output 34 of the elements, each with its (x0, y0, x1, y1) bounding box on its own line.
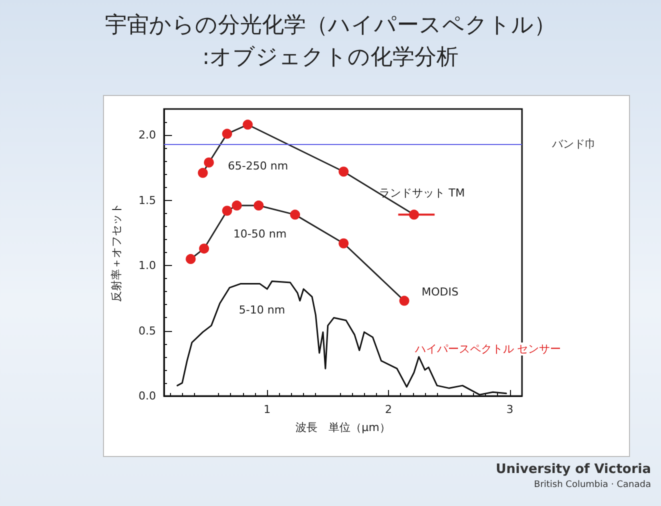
chart-subtitle: :オブジェクトの化学分析 (201, 44, 460, 72)
point (186, 254, 196, 264)
point (409, 210, 419, 220)
text: British Columbia · Canada (534, 480, 651, 490)
point (198, 168, 208, 178)
annotation: 10-50 nm (233, 228, 287, 240)
y-tick-label: 1.0 (138, 259, 156, 272)
ref-line-label: バンド巾 (551, 138, 596, 151)
annotation: 65-250 nm (228, 160, 288, 172)
y-tick-label: 0.5 (138, 324, 156, 338)
point (254, 200, 264, 211)
y-tick-label: 2.0 (138, 128, 156, 142)
point (338, 166, 349, 177)
point (242, 120, 253, 130)
annotation: ハイパースペクトル センサー (414, 342, 562, 356)
point (399, 296, 410, 306)
y-axis-title: 反射率＋オフセット (110, 203, 123, 302)
x-axis-title: 波長 単位（μm） (296, 421, 390, 434)
point (290, 210, 300, 220)
point (222, 128, 232, 139)
y-tick-label: 1.5 (138, 194, 156, 207)
point (338, 238, 349, 248)
chart-title: 宇宙からの分光化学（ハイパースペクトル） (104, 12, 557, 40)
y-tick-label: 0.0 (138, 390, 156, 402)
series-label: MODIS (422, 286, 458, 298)
x-tick-label: 1 (264, 403, 271, 416)
point (232, 200, 242, 211)
point (204, 157, 214, 168)
point (222, 206, 232, 216)
annotation: 5-10 nm (238, 304, 286, 316)
text: University of Victoria (496, 462, 651, 477)
x-tick-label: 3 (506, 403, 514, 416)
x-tick-label: 2 (385, 403, 392, 416)
point (199, 244, 210, 254)
